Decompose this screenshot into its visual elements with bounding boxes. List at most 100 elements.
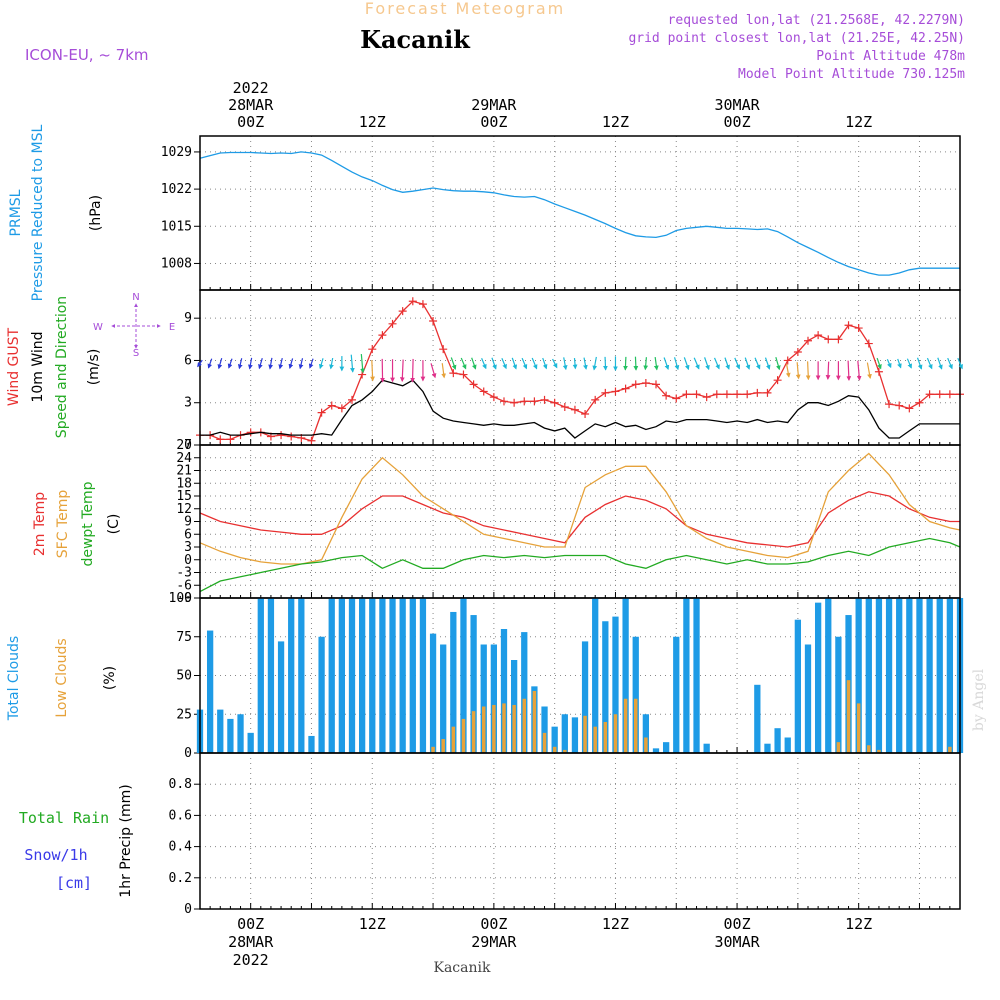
temperature-ytick-label: 15: [176, 489, 192, 504]
gust-marker: [479, 387, 488, 396]
clouds-bar-total: [784, 737, 791, 753]
gust-marker: [530, 397, 539, 406]
gust-marker: [864, 339, 873, 348]
point-altitude: Point Altitude 478m: [816, 49, 965, 64]
gust-marker: [814, 331, 823, 340]
gust-marker: [337, 404, 346, 413]
clouds-bar-low: [593, 726, 597, 753]
clouds-bar-total: [926, 598, 933, 753]
gust-marker: [408, 297, 417, 306]
gust-marker: [348, 395, 356, 404]
temperature-series-sfc-temp: [199, 452, 961, 565]
gust-marker: [844, 321, 853, 330]
clouds-bar-total: [369, 598, 376, 753]
clouds-bar-total: [277, 641, 285, 753]
wind-arrow: [744, 357, 751, 370]
pressure-ytick-label: 1015: [161, 219, 192, 234]
clouds-bar-low: [867, 745, 871, 753]
wind-arrow: [623, 356, 628, 371]
gust-marker: [489, 393, 498, 402]
clouds-bar-total: [480, 644, 487, 753]
gust-marker: [459, 370, 468, 379]
clouds-bar-total: [571, 717, 579, 753]
gust-marker: [368, 345, 377, 354]
top-time-label: 29MAR: [471, 96, 517, 114]
clouds-bar-total: [652, 748, 660, 753]
wind-arrow: [562, 357, 568, 371]
gust-marker: [510, 398, 519, 407]
gust-marker: [824, 335, 833, 344]
wind-arrow: [866, 362, 872, 380]
bottom-time-label: 30MAR: [714, 933, 760, 951]
wind-arrow: [460, 357, 467, 370]
clouds-ytick-label: 25: [176, 707, 192, 722]
clouds-bar-total: [257, 598, 264, 753]
wind-ylabel: Speed and Direction: [54, 296, 70, 438]
wind-arrow: [318, 358, 324, 370]
gust-marker: [591, 395, 600, 404]
top-time-label: 00Z: [480, 113, 507, 131]
temperature-ytick-label: 0: [184, 553, 192, 568]
pressure-panel: 1008 1015 1022 1029 PRMSL Pressure Reduced to…: [8, 124, 961, 301]
model-altitude: Model Point Altitude 730.125m: [738, 67, 965, 82]
clouds-bar-total: [662, 742, 670, 753]
gust-marker: [611, 387, 620, 396]
clouds-bar-total: [338, 598, 346, 753]
clouds-bar-total: [227, 718, 234, 753]
clouds-bar-total: [885, 598, 893, 753]
clouds-bar-total: [419, 598, 427, 753]
clouds-bar-low: [856, 703, 861, 753]
clouds-bar-low: [613, 714, 618, 753]
gust-marker: [773, 376, 782, 385]
wind-rose-north: N: [132, 292, 139, 303]
grid-point-coordinates: grid point closest lon,lat (21.25E, 42.2…: [628, 31, 965, 46]
clouds-bar-total: [581, 641, 589, 753]
top-time-label: 30MAR: [714, 96, 760, 114]
wind-arrow: [643, 357, 649, 371]
clouds-bar-total: [896, 598, 903, 753]
gust-marker: [885, 400, 894, 409]
gust-marker: [358, 370, 367, 379]
wind-arrow: [825, 361, 831, 380]
wind-arrow: [856, 360, 862, 381]
temperature-ylabel: 2m Temp: [32, 492, 48, 556]
gust-marker: [621, 384, 630, 393]
clouds-bar-low: [634, 698, 638, 753]
gust-marker: [439, 345, 448, 354]
clouds-bar-total: [298, 598, 305, 753]
wind-arrow: [430, 363, 437, 379]
wind-ylabel: 10m Wind: [30, 331, 46, 402]
temperature-ytick-label: 18: [176, 476, 192, 491]
gust-marker: [733, 390, 742, 399]
gust-marker: [520, 397, 529, 406]
gust-marker: [763, 388, 772, 397]
wind-frame: [199, 289, 961, 446]
wind-arrow: [511, 357, 518, 370]
top-time-label: 2022: [233, 79, 269, 97]
chart-subtitle: Forecast Meteogram: [365, 0, 565, 18]
clouds-bar-total: [642, 714, 650, 753]
clouds-bar-low: [522, 698, 526, 753]
wind-arrow: [308, 358, 314, 369]
gust-marker: [905, 404, 914, 413]
clouds-bar-total: [389, 598, 396, 753]
bottom-time-label: 00Z: [724, 915, 751, 933]
clouds-bar-low: [461, 718, 466, 753]
precipitation-ytick-label: 0.8: [169, 777, 192, 792]
clouds-bar-low: [471, 711, 476, 753]
wind-arrow: [876, 357, 882, 370]
gust-marker: [277, 431, 286, 440]
wind-arrow: [217, 358, 223, 370]
clouds-bar-total: [592, 598, 599, 753]
wind-arrow: [450, 357, 457, 370]
wind-arrow: [957, 357, 963, 370]
gust-marker: [915, 398, 924, 407]
clouds-bar-total: [318, 636, 325, 753]
gust-marker: [682, 390, 691, 399]
wind-arrow: [704, 357, 710, 371]
clouds-ytick-label: 75: [176, 630, 192, 645]
wind-arrow: [846, 360, 852, 381]
bottom-time-label: 12Z: [359, 915, 386, 933]
pressure-ytick-label: 1029: [161, 145, 192, 160]
clouds-bar-total: [835, 636, 842, 753]
